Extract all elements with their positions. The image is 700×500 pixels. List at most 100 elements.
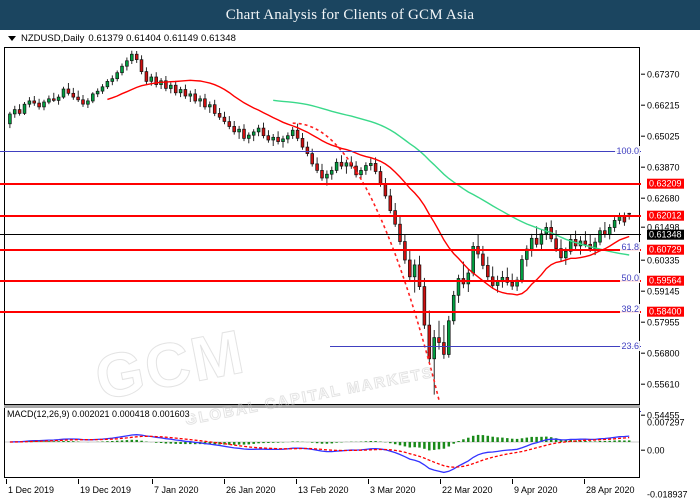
price-axis-tick: 0.56800: [641, 348, 680, 358]
candle-body: [559, 248, 563, 259]
candle-body: [583, 240, 588, 245]
candle-body: [76, 96, 80, 101]
price-axis-tick: 0.62012: [641, 210, 684, 221]
candle-body: [359, 170, 363, 176]
price-axis-label: 0.54455: [647, 410, 680, 421]
macd-axis-tick: 0.00: [641, 445, 665, 456]
date-tick-mark: [296, 479, 297, 484]
price-axis-tick: 0.55610: [641, 379, 680, 390]
candle-body: [369, 163, 373, 166]
symbol-header[interactable]: NZDUSD,Daily 0.61379 0.61404 0.61149 0.6…: [6, 32, 239, 45]
candle-body: [208, 104, 212, 108]
candle-body: [237, 128, 241, 133]
candle-body: [378, 171, 383, 185]
moving-average-line: [273, 99, 630, 256]
candle-body: [217, 113, 222, 118]
price-axis-label: 0.66215: [647, 100, 680, 111]
candle-body: [91, 93, 95, 102]
price-axis-label: 0.67370: [647, 69, 680, 80]
candle-body: [564, 250, 568, 259]
candle-body: [286, 135, 290, 140]
candle-body: [481, 253, 485, 266]
candle-body: [447, 320, 451, 355]
candle-body: [403, 241, 407, 261]
candle-body: [617, 216, 622, 221]
candle-body: [149, 76, 154, 82]
price-axis-tick: 0.59145: [641, 286, 680, 296]
candle-body: [173, 84, 178, 94]
chevron-down-icon[interactable]: [8, 36, 16, 41]
candle-body: [393, 210, 397, 225]
candle-body: [427, 324, 432, 360]
candle-body: [110, 78, 115, 82]
axis-tick-mark: [641, 321, 645, 323]
axis-tick-mark: [641, 290, 645, 292]
candle-body: [525, 248, 529, 260]
price-axis-tick: 0.59564: [641, 275, 684, 286]
candle-body: [568, 239, 573, 252]
candle-body: [115, 72, 119, 80]
axis-tick-mark: [641, 259, 645, 261]
moving-average-line: [107, 79, 630, 296]
macd-axis-label: 0.00: [647, 445, 665, 456]
macd-axis-tick: -0.018937: [641, 489, 688, 499]
date-tick-mark: [368, 479, 369, 484]
date-axis-label: 3 Mar 2020: [370, 485, 416, 495]
axis-tick-mark: [641, 226, 645, 228]
page-title: Chart Analysis for Clients of GCM Asia: [225, 7, 475, 23]
date-axis-label: 7 Jan 2020: [154, 485, 199, 495]
candle-body: [52, 98, 56, 101]
price-axis-tick: 0.61348: [641, 229, 684, 240]
macd-axis-tick: 0.007297: [641, 417, 685, 427]
candle-body: [461, 278, 466, 285]
candle-body: [86, 100, 90, 105]
candle-body: [251, 131, 256, 136]
candle-body: [105, 81, 110, 88]
price-axis[interactable]: 0.67370 0.66215 0.65025 0.63870 0.63209 0.626…: [641, 47, 700, 499]
price-axis-label: 0.55610: [647, 379, 680, 390]
price-axis-label: 0.63870: [647, 162, 680, 173]
date-tick-mark: [440, 479, 441, 484]
date-axis-label: 19 Dec 2019: [80, 485, 132, 495]
candle-body: [344, 162, 349, 167]
symbol-label: NZDUSD,Daily: [21, 33, 85, 44]
candle-body: [276, 136, 280, 142]
candle-body: [188, 93, 193, 97]
candle-body: [164, 80, 168, 89]
candle-body: [432, 337, 436, 360]
candle-body: [193, 93, 197, 102]
candle-body: [364, 165, 368, 171]
candle-body: [227, 121, 232, 127]
price-axis-tick: 0.63870: [641, 162, 680, 173]
candle-body: [417, 264, 422, 287]
price-axis-tick: 0.60335: [641, 255, 680, 265]
candle-body: [134, 53, 139, 60]
chart-container: NZDUSD,Daily 0.61379 0.61404 0.61149 0.6…: [0, 30, 700, 500]
price-pane[interactable]: [4, 47, 640, 405]
candle-body: [154, 76, 158, 85]
date-tick-mark: [584, 479, 585, 484]
price-axis-label: 0.62680: [647, 193, 680, 204]
pane-separator: [4, 405, 640, 408]
candle-body: [398, 223, 402, 242]
candle-body: [295, 129, 300, 139]
candle-body: [529, 237, 534, 250]
axis-tick-mark: [641, 383, 645, 385]
candle-body: [144, 71, 149, 82]
candle-body: [354, 165, 358, 176]
ohlc-values: 0.61379 0.61404 0.61149 0.61348: [88, 33, 237, 44]
date-axis: 1 Dec 2019 19 Dec 2019 7 Jan 2020 26 Jan 20…: [4, 479, 640, 500]
macd-plot: [5, 434, 639, 474]
date-tick-mark: [6, 479, 7, 484]
price-axis-label: 0.62012: [647, 210, 684, 221]
axis-tick-mark: [641, 422, 645, 423]
candle-body: [42, 101, 46, 108]
candle-body: [130, 53, 134, 62]
candle-body: [320, 170, 324, 179]
candle-body: [476, 246, 480, 255]
candle-body: [539, 233, 544, 245]
date-tick-mark: [152, 479, 153, 484]
price-axis-tick: 0.66215: [641, 100, 680, 111]
candle-body: [290, 129, 295, 136]
